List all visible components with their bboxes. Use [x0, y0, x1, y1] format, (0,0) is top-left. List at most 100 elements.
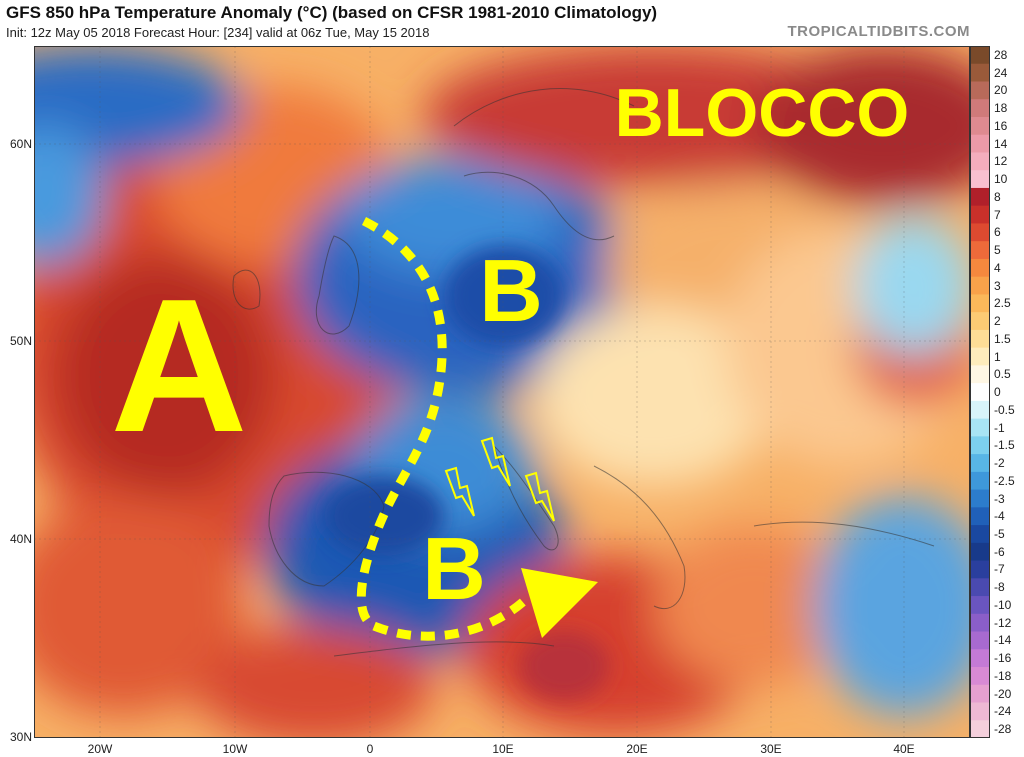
colorbar-label: -2	[994, 456, 1005, 470]
colorbar-swatch	[970, 276, 990, 295]
latitude-label: 40N	[9, 532, 32, 546]
graticule	[34, 46, 970, 738]
colorbar-label: 1.5	[994, 331, 1011, 346]
colorbar-swatch	[970, 312, 990, 331]
colorbar-label: 14	[994, 136, 1008, 151]
colorbar-swatch	[970, 471, 990, 491]
colorbar-label: -12	[994, 615, 1012, 630]
colorbar-label: -1.5	[994, 438, 1015, 453]
colorbar-swatch	[970, 99, 990, 118]
colorbar-label: 10	[994, 172, 1008, 187]
colorbar-label: -20	[994, 686, 1012, 701]
colorbar-label: 16	[994, 118, 1008, 133]
colorbar-swatch	[970, 347, 990, 366]
colorbar-label: 6	[994, 225, 1001, 240]
colorbar-swatch	[970, 613, 990, 633]
colorbar-label: 20	[994, 83, 1008, 98]
colorbar-swatch	[970, 454, 990, 473]
low-pressure-label-south: B	[422, 519, 486, 618]
anomaly-field	[34, 46, 970, 738]
longitude-label: 0	[366, 742, 374, 756]
trough-axis-dotted-line	[356, 216, 527, 641]
colorbar-label: 0.5	[994, 367, 1011, 382]
colorbar-swatch	[970, 63, 990, 82]
colorbar-label: -7	[994, 562, 1005, 577]
colorbar-label: -6	[994, 544, 1005, 559]
map-title: GFS 850 hPa Temperature Anomaly (°C) (ba…	[6, 3, 658, 22]
colorbar-label: 2.5	[994, 296, 1011, 311]
colorbar	[970, 46, 990, 738]
map-subtitle: Init: 12z May 05 2018 Forecast Hour: [23…	[6, 25, 430, 40]
source-watermark: TROPICALTIDBITS.COM	[787, 23, 970, 40]
colorbar-label: -28	[994, 722, 1012, 737]
colorbar-label: -10	[994, 597, 1012, 612]
colorbar-swatch	[970, 205, 990, 224]
longitude-label: 10E	[492, 742, 514, 756]
longitude-label: 20E	[626, 742, 648, 756]
colorbar-swatch	[970, 241, 990, 260]
colorbar-label: -4	[994, 509, 1005, 524]
colorbar-label: -16	[994, 651, 1012, 666]
colorbar-swatch	[970, 294, 990, 313]
colorbar-label: 2	[994, 314, 1001, 328]
colorbar-swatch	[970, 436, 990, 455]
colorbar-swatch	[970, 489, 990, 508]
colorbar-label: -24	[994, 704, 1012, 719]
colorbar-label: 4	[994, 260, 1001, 275]
colorbar-label: 8	[994, 189, 1001, 204]
colorbar-swatch	[970, 134, 990, 153]
colorbar-label: 24	[994, 65, 1008, 80]
lightning-icons	[444, 436, 555, 522]
colorbar-swatch	[970, 400, 990, 420]
colorbar-label: 5	[994, 243, 1001, 258]
colorbar-swatch	[970, 631, 990, 650]
colorbar-swatch	[970, 187, 990, 207]
colorbar-label: 12	[994, 154, 1008, 169]
temperature-anomaly-map: A B B BLOCCO	[34, 46, 970, 738]
colorbar-label: -0.5	[994, 402, 1015, 417]
coastlines	[232, 88, 935, 657]
colorbar-label: -14	[994, 633, 1012, 648]
colorbar-label: 0	[994, 385, 1001, 399]
colorbar-swatch	[970, 329, 990, 349]
colorbar-label: -3	[994, 491, 1005, 506]
colorbar-swatch	[970, 542, 990, 562]
colorbar-swatch	[970, 560, 990, 579]
latitude-label: 60N	[9, 137, 32, 151]
colorbar-label: 18	[994, 101, 1008, 116]
longitude-label: 20W	[87, 742, 113, 756]
latitude-label: 50N	[9, 334, 32, 348]
colorbar-swatch	[970, 649, 990, 668]
colorbar-swatch	[970, 170, 990, 189]
lightning-icon	[524, 471, 555, 522]
colorbar-swatch	[970, 418, 990, 437]
colorbar-swatch	[970, 258, 990, 278]
colorbar-label: -8	[994, 580, 1005, 595]
longitude-label: 10W	[222, 742, 248, 756]
colorbar-swatch	[970, 365, 990, 384]
colorbar-label: 3	[994, 278, 1001, 293]
colorbar-swatch	[970, 81, 990, 100]
colorbar-label: 7	[994, 207, 1001, 222]
longitude-label: 40E	[893, 742, 915, 756]
colorbar-swatch	[970, 116, 990, 136]
colorbar-swatch	[970, 46, 990, 65]
colorbar-swatch	[970, 152, 990, 171]
blocking-label: BLOCCO	[615, 75, 910, 151]
colorbar-swatch	[970, 702, 990, 721]
colorbar-label: -1	[994, 420, 1005, 435]
colorbar-swatch	[970, 383, 990, 402]
colorbar-swatch	[970, 667, 990, 686]
colorbar-label: -18	[994, 668, 1012, 683]
colorbar-label: -5	[994, 526, 1005, 541]
colorbar-swatch	[970, 596, 990, 615]
colorbar-swatch	[970, 720, 990, 738]
colorbar-label: -2.5	[994, 473, 1015, 488]
high-pressure-label: A	[110, 260, 247, 472]
lightning-icon	[444, 466, 475, 517]
colorbar-swatch	[970, 578, 990, 597]
colorbar-swatch	[970, 223, 990, 242]
colorbar-swatch	[970, 525, 990, 544]
direction-arrow-icon	[521, 568, 598, 638]
colorbar-label: 1	[994, 349, 1001, 364]
